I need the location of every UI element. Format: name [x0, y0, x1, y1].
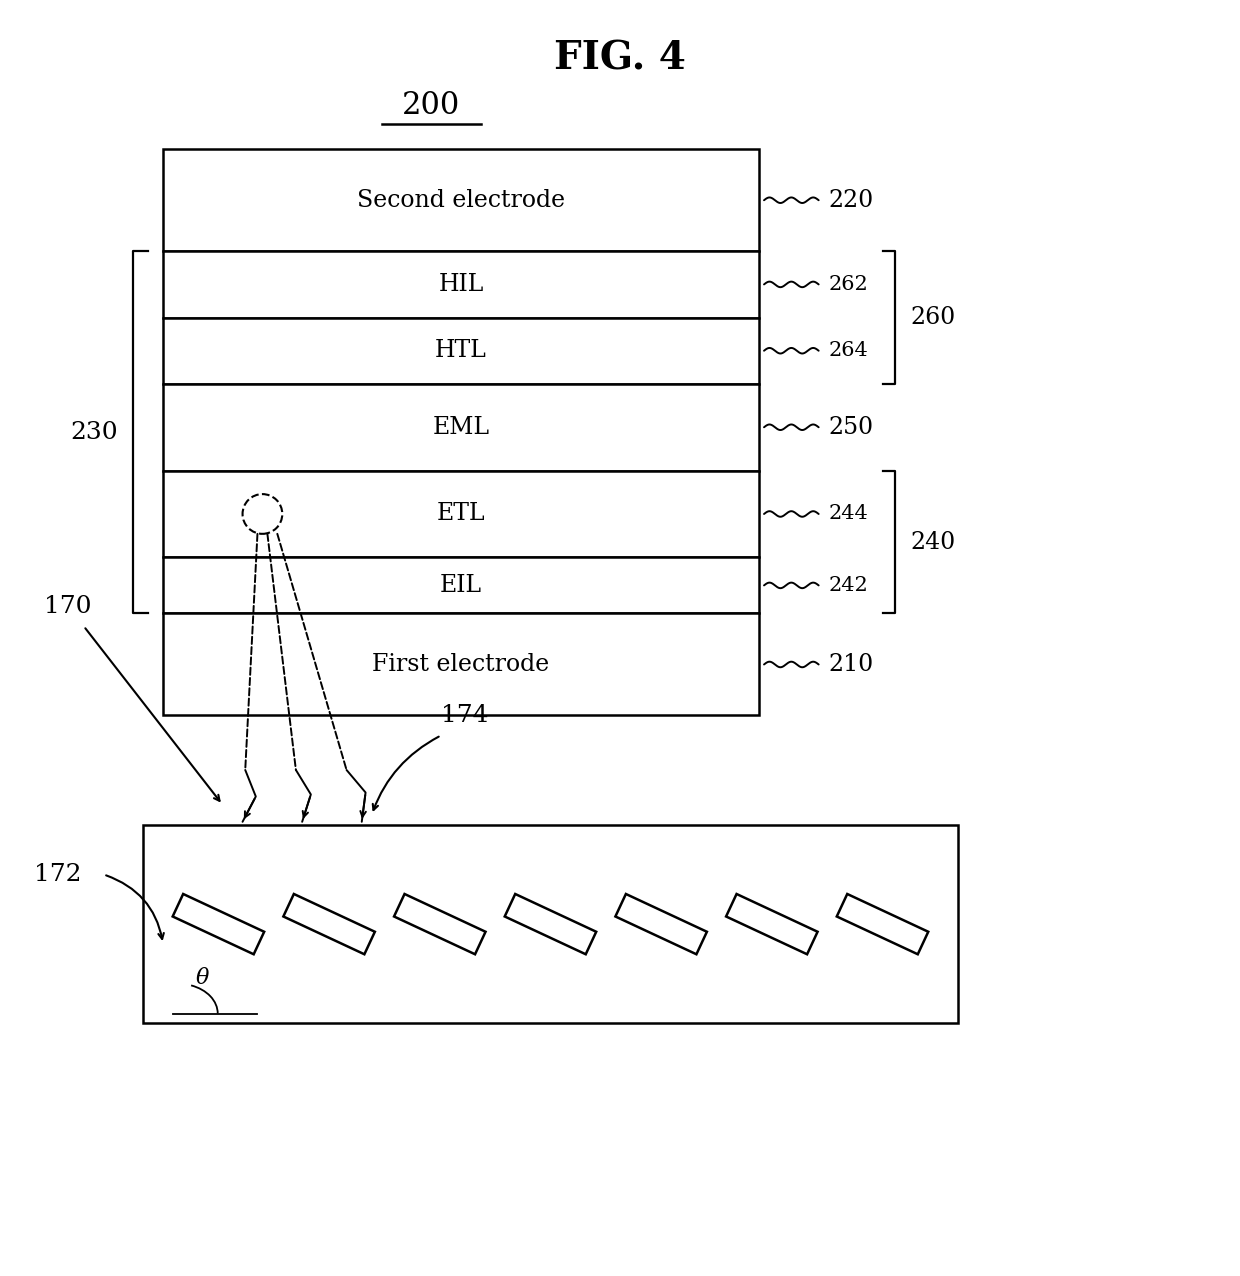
Text: 172: 172: [33, 863, 82, 886]
Text: 250: 250: [828, 416, 874, 439]
Text: EML: EML: [433, 416, 490, 439]
Text: HIL: HIL: [439, 273, 484, 296]
Text: ETL: ETL: [436, 503, 485, 526]
Text: EIL: EIL: [440, 574, 482, 597]
Text: 240: 240: [910, 531, 955, 554]
Text: 170: 170: [43, 595, 92, 618]
Text: 230: 230: [71, 421, 118, 444]
Text: 264: 264: [828, 341, 868, 360]
Text: 220: 220: [828, 189, 874, 212]
Text: FIG. 4: FIG. 4: [554, 40, 686, 78]
Text: 174: 174: [441, 704, 489, 727]
Text: 262: 262: [828, 274, 868, 293]
Bar: [164, 614, 759, 716]
Bar: [164, 471, 759, 558]
Polygon shape: [394, 894, 486, 954]
Bar: [144, 824, 957, 1023]
Polygon shape: [727, 894, 817, 954]
Polygon shape: [172, 894, 264, 954]
Bar: [164, 384, 759, 471]
Text: θ: θ: [196, 967, 210, 989]
Bar: [164, 251, 759, 318]
Bar: [164, 149, 759, 251]
Bar: [164, 318, 759, 384]
Text: 260: 260: [910, 306, 955, 329]
Text: 200: 200: [402, 89, 460, 121]
Polygon shape: [615, 894, 707, 954]
Text: 242: 242: [828, 575, 868, 595]
Text: First electrode: First electrode: [372, 653, 549, 676]
Text: Second electrode: Second electrode: [357, 189, 565, 212]
Polygon shape: [505, 894, 596, 954]
Text: 210: 210: [828, 653, 874, 676]
Text: 244: 244: [828, 504, 868, 523]
Polygon shape: [284, 894, 374, 954]
Bar: [164, 558, 759, 614]
Polygon shape: [837, 894, 929, 954]
Text: HTL: HTL: [435, 339, 487, 362]
